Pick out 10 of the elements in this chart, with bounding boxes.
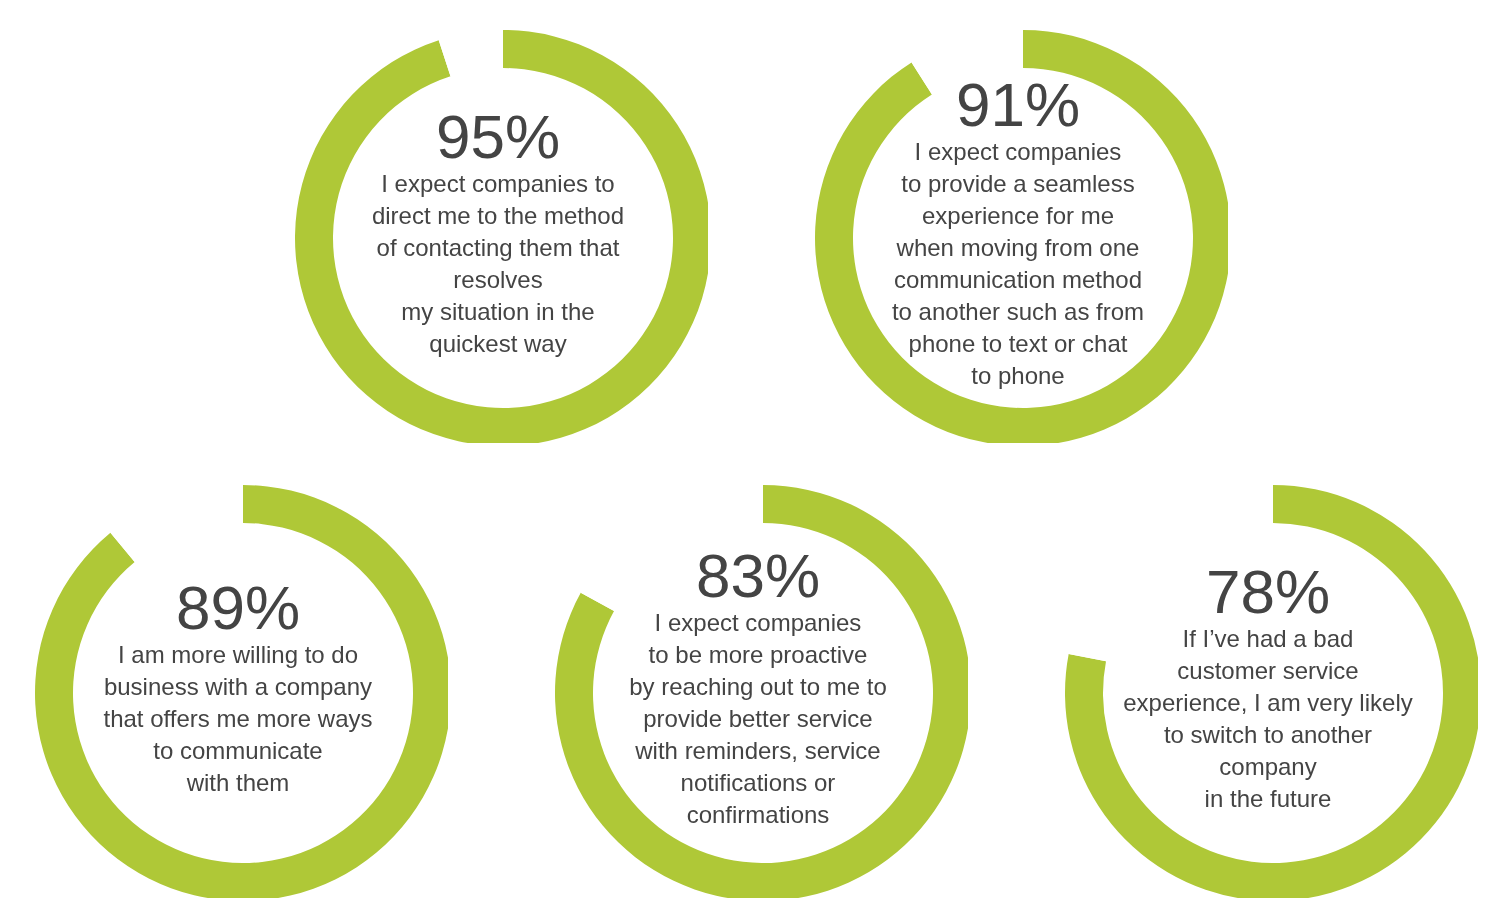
data-label: 89% xyxy=(175,573,301,642)
text: I expect companies to be more proactive by reaching out to me to provide better service with reminders, service notifications or confirmations xyxy=(629,608,887,830)
text: I expect companies to direct me to the method of contacting them that resolves my situation in the quickest way xyxy=(371,169,625,359)
data-label: 78% xyxy=(1205,557,1331,626)
text: I am more willing to do business with a company that offers me more ways to communicate with them xyxy=(103,640,373,798)
text: I expect companies to provide a seamless experience for me when moving from one communication method to another such as from phone to text or chat to phone xyxy=(891,137,1145,391)
data-label: 95% xyxy=(435,102,561,171)
data-label: 91% xyxy=(955,70,1081,139)
text: If I’ve had a bad customer service experience, I am very likely to switch to another company in the future xyxy=(1123,624,1413,814)
data-label: 83% xyxy=(695,541,821,610)
